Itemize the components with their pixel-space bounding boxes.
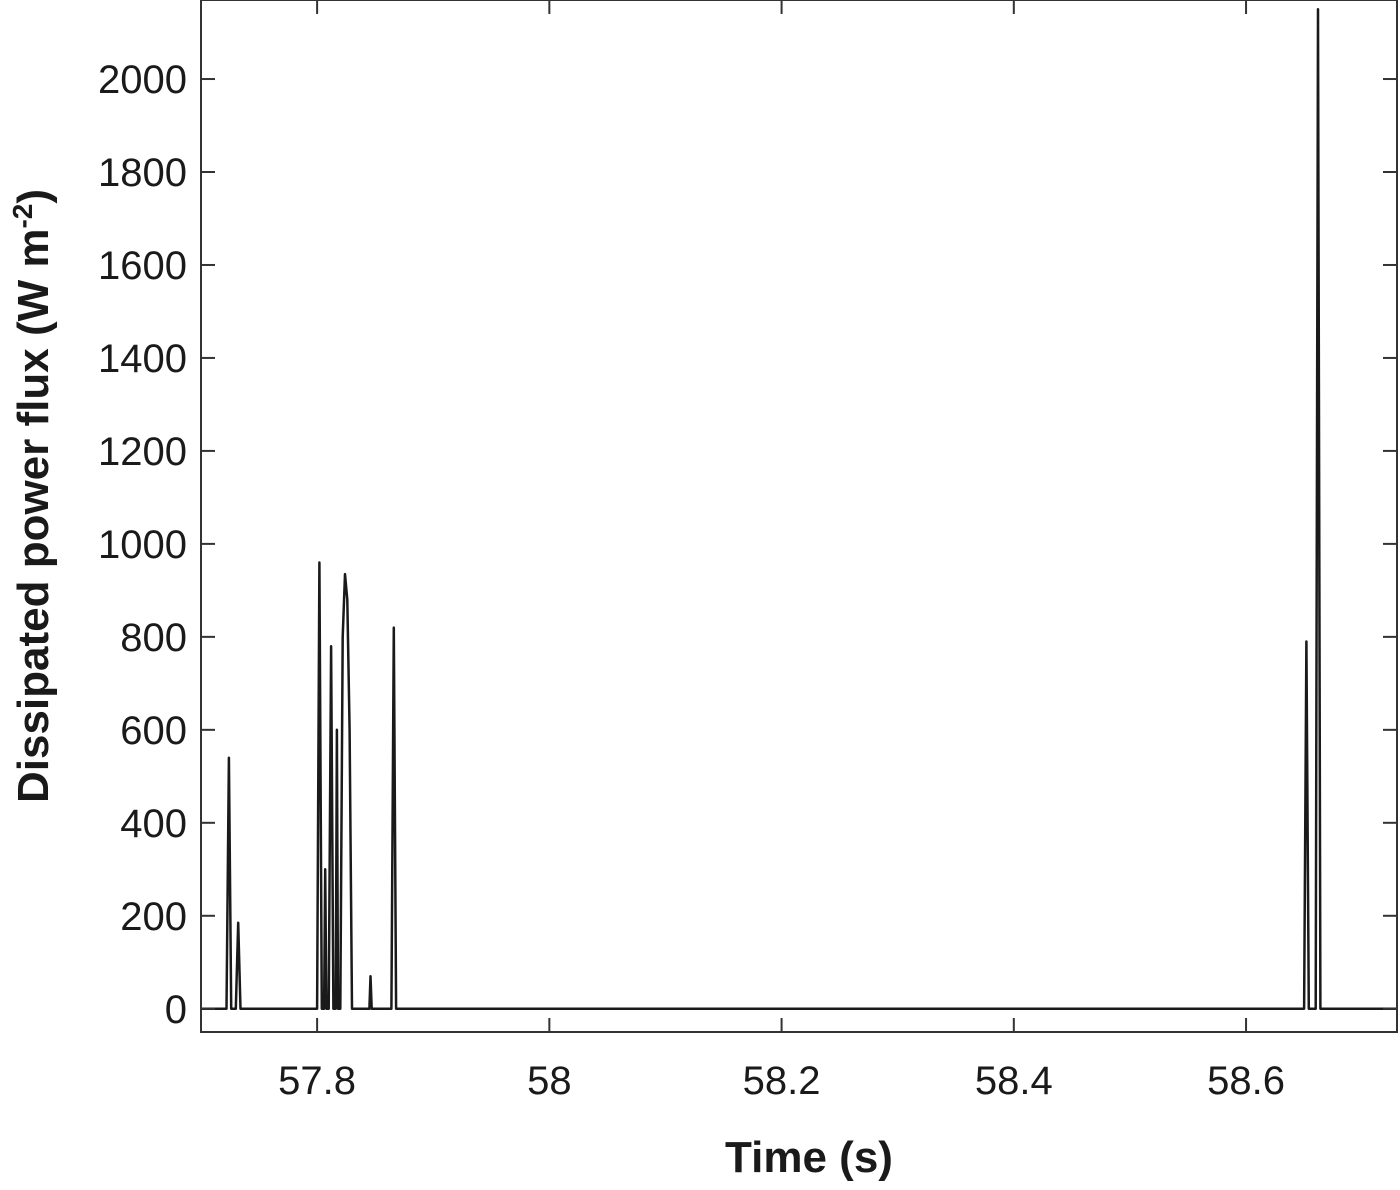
y-tick-label: 1200	[98, 430, 187, 474]
y-tick-label: 200	[120, 895, 187, 939]
x-axis-title: Time (s)	[725, 1133, 893, 1182]
x-tick-label: 58	[527, 1059, 572, 1103]
y-tick-label: 1400	[98, 337, 187, 381]
y-tick-label: 600	[120, 709, 187, 753]
plot-layer	[201, 8, 1397, 1011]
y-tick-label: 800	[120, 616, 187, 660]
x-tick-label: 58.4	[975, 1059, 1053, 1103]
y-tick-label: 1600	[98, 244, 187, 288]
y-axis-title-exponent: -2	[7, 204, 38, 229]
y-tick-label: 1000	[98, 523, 187, 567]
y-tick-label: 400	[120, 802, 187, 846]
plot-frame	[200, 0, 1398, 1033]
y-axis-title-close: )	[9, 189, 58, 204]
y-axis-title: Dissipated power flux (W m-2)	[7, 189, 58, 803]
y-tick-label: 2000	[98, 58, 187, 102]
ticks-layer: 0 200 400 600 800 1000 1200 1400 1600 1800 2000 57.…	[98, 0, 1397, 1103]
y-axis-title-main: Dissipated power flux (W m	[9, 229, 58, 804]
x-tick-label: 57.8	[278, 1059, 356, 1103]
x-tick-label: 58.6	[1207, 1059, 1285, 1103]
x-tick-label: 58.2	[743, 1059, 821, 1103]
y-tick-label: 0	[165, 988, 187, 1032]
y-tick-label: 1800	[98, 151, 187, 195]
data-series-line	[201, 8, 1397, 1011]
